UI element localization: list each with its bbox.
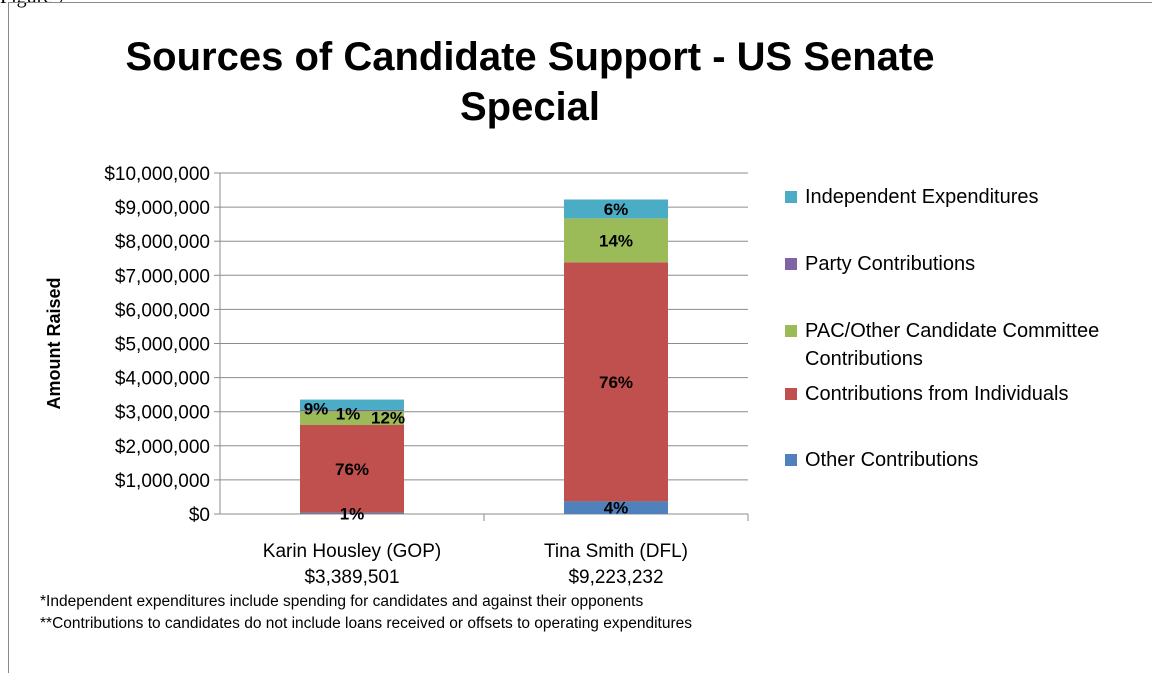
segment-label: 1% bbox=[336, 404, 361, 423]
bar-segment bbox=[300, 425, 404, 513]
y-tick-label: $9,000,000 bbox=[115, 198, 210, 219]
bar-segment bbox=[564, 218, 668, 263]
legend-label: PAC/Other Candidate Committee bbox=[805, 320, 1099, 342]
y-tick-label: $8,000,000 bbox=[115, 232, 210, 253]
legend-swatch bbox=[785, 388, 797, 400]
footnote-2: **Contributions to candidates do not inc… bbox=[40, 615, 692, 632]
legend-swatch bbox=[785, 191, 797, 203]
bar-segment bbox=[300, 399, 404, 410]
bar-segment bbox=[564, 501, 668, 514]
y-tick-label: $1,000,000 bbox=[115, 471, 210, 492]
category-label: Tina Smith (DFL) bbox=[544, 541, 688, 562]
legend-label: Other Contributions bbox=[805, 449, 978, 471]
segment-label: 76% bbox=[599, 373, 633, 392]
bar-segment bbox=[300, 411, 404, 426]
y-tick-label: $0 bbox=[189, 505, 210, 526]
legend-swatch bbox=[785, 258, 797, 270]
y-tick-label: $3,000,000 bbox=[115, 403, 210, 424]
category-total-label: $9,223,232 bbox=[568, 567, 663, 588]
y-tick-label: $2,000,000 bbox=[115, 437, 210, 458]
legend-label-cont: Contributions bbox=[805, 348, 923, 370]
y-tick-label: $5,000,000 bbox=[115, 335, 210, 356]
segment-label: 76% bbox=[335, 460, 369, 479]
legend-swatch bbox=[785, 325, 797, 337]
segment-label: 14% bbox=[599, 231, 633, 250]
category-label: Karin Housley (GOP) bbox=[263, 541, 441, 562]
y-tick-label: $4,000,000 bbox=[115, 369, 210, 390]
segment-label: 1% bbox=[340, 504, 365, 523]
legend-label: Contributions from Individuals bbox=[805, 383, 1068, 405]
segment-label: 12% bbox=[371, 408, 405, 427]
legend-label: Independent Expenditures bbox=[805, 186, 1039, 208]
bar-segment bbox=[564, 262, 668, 502]
legend-swatch bbox=[785, 454, 797, 466]
chart-title: Sources of Candidate Support - US Senate… bbox=[125, 35, 935, 129]
bar-segment bbox=[300, 512, 404, 514]
footnote-1: *Independent expenditures include spendi… bbox=[40, 593, 644, 610]
y-axis-label: Amount Raised bbox=[44, 277, 64, 409]
segment-label: 9% bbox=[304, 399, 329, 418]
y-tick-label: $7,000,000 bbox=[115, 266, 210, 287]
segment-label: 4% bbox=[604, 499, 629, 518]
figure-label: Figure 7 bbox=[0, 0, 67, 9]
y-tick-label: $6,000,000 bbox=[115, 300, 210, 321]
y-tick-label: $10,000,000 bbox=[104, 164, 210, 185]
chart-frame bbox=[8, 2, 1152, 673]
segment-label: 6% bbox=[604, 200, 629, 219]
bar-segment bbox=[564, 199, 668, 219]
category-total-label: $3,389,501 bbox=[304, 567, 399, 588]
bar-segment bbox=[300, 409, 404, 412]
legend-label: Party Contributions bbox=[805, 253, 975, 275]
